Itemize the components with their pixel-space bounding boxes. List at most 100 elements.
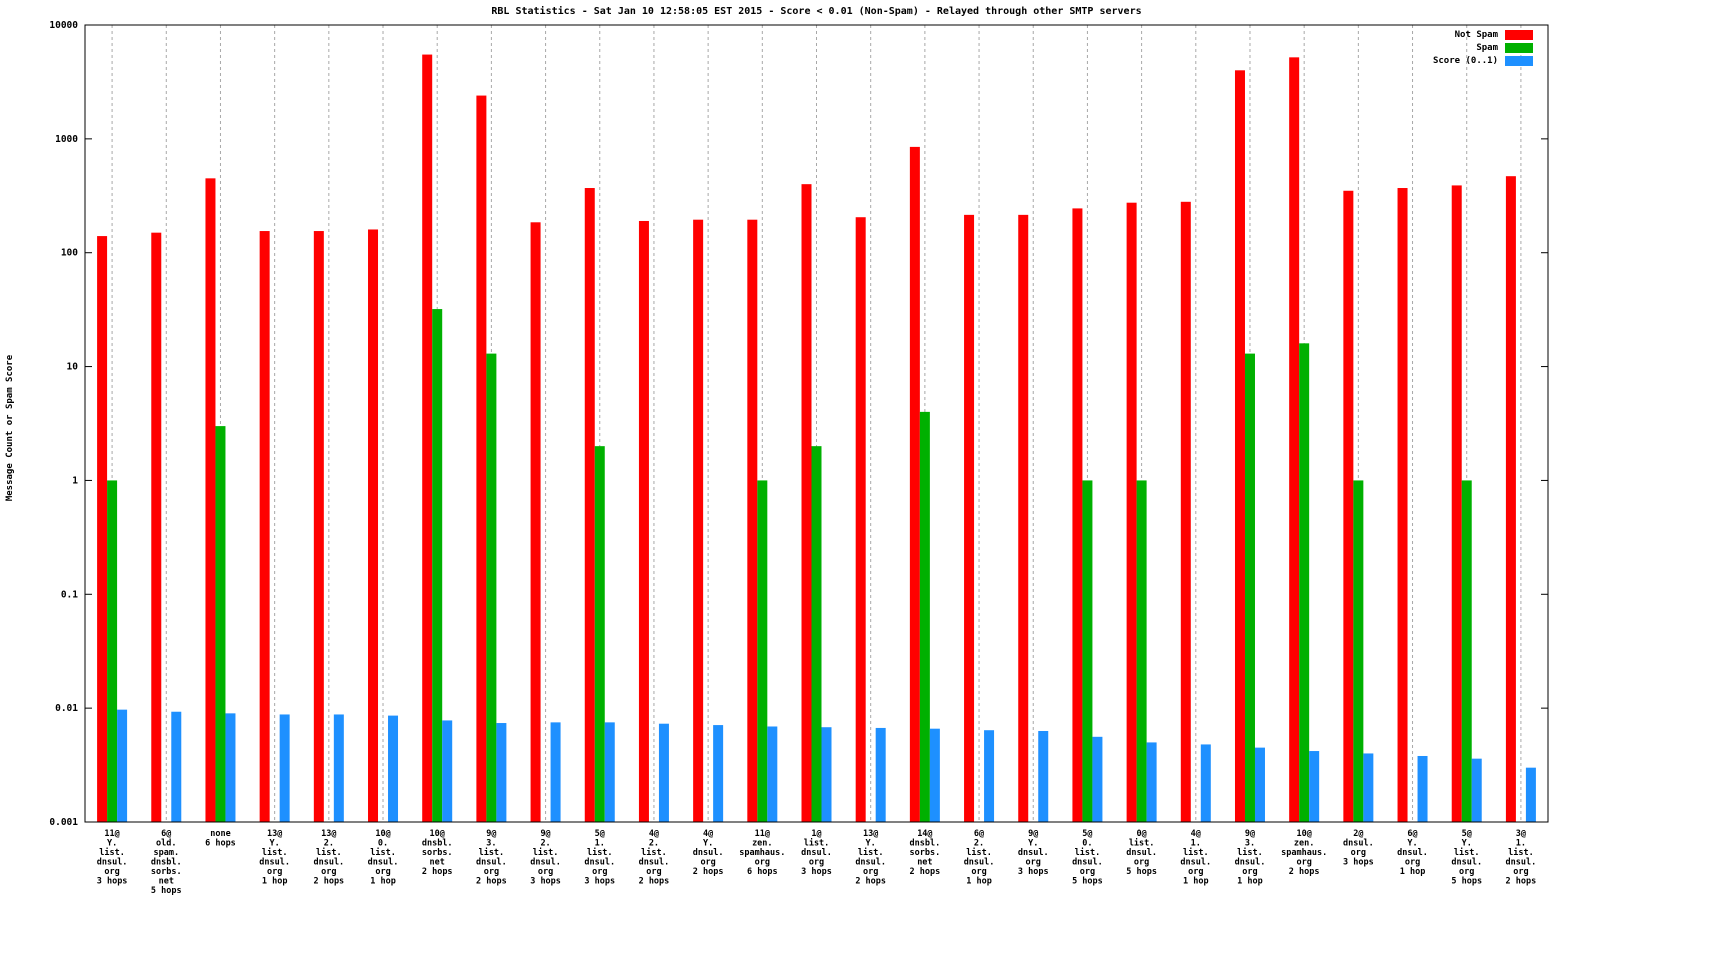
bar-score [550, 722, 561, 822]
bar-spam [215, 426, 226, 822]
bar-spam [1353, 480, 1364, 822]
bar-score [1200, 744, 1211, 822]
bar-not-spam [368, 229, 379, 823]
bar-score [1038, 730, 1049, 822]
bar-not-spam [476, 95, 487, 822]
x-category-label: 9@ 3. list. dnsul. org 1 hop [1235, 829, 1266, 887]
x-category-label: 9@ 3. list. dnsul. org 2 hops [476, 829, 507, 887]
bar-not-spam [313, 231, 324, 823]
bar-score [821, 727, 832, 822]
bar-not-spam [422, 54, 433, 822]
x-category-label: 6@ old. spam. dnsbl. sorbs. net 5 hops [151, 829, 182, 896]
legend-label: Score (0..1) [1433, 56, 1498, 66]
bar-not-spam [205, 178, 216, 822]
bar-spam [1244, 353, 1255, 822]
x-category-label: 6@ 2. list. dnsul. org 1 hop [964, 829, 995, 887]
bar-score [604, 722, 615, 822]
x-category-label: 10@ dnsbl. sorbs. net 2 hops [422, 829, 453, 877]
bar-score [658, 723, 669, 822]
y-tick-label: 10000 [49, 20, 78, 31]
bar-not-spam [855, 217, 866, 823]
x-category-label: 11@ Y. list. dnsul. org 3 hops [97, 829, 128, 887]
bar-score [442, 720, 453, 822]
bar-not-spam [151, 232, 162, 822]
bar-spam [1299, 343, 1310, 822]
y-axis-label: Message Count or Spam Score [5, 354, 15, 502]
x-category-label: 0@ list. dnsul. org 5 hops [1126, 829, 1157, 877]
bar-score [388, 715, 399, 822]
legend-swatch [1505, 56, 1533, 66]
bar-spam [486, 353, 497, 822]
bar-score [1525, 767, 1536, 822]
bar-not-spam [1343, 190, 1354, 822]
x-category-label: 3@ 1. list. dnsul. org 2 hops [1506, 829, 1537, 887]
y-tick-label: 0.001 [49, 817, 78, 828]
bar-spam [107, 480, 118, 822]
bar-not-spam [747, 219, 758, 822]
bar-spam [594, 446, 605, 822]
bar-score [767, 726, 778, 822]
x-category-label: 9@ 2. list. dnsul. org 3 hops [530, 829, 561, 887]
x-category-label: 13@ Y. list. dnsul. org 1 hop [259, 829, 290, 887]
x-category-label: 14@ dnsbl. sorbs. net 2 hops [910, 829, 941, 877]
legend-swatch [1505, 43, 1533, 53]
legend-label: Not Spam [1455, 30, 1499, 40]
bar-score [279, 714, 290, 822]
bar-spam [757, 480, 768, 822]
x-category-label: 10@ 0. list. dnsul. org 1 hop [368, 829, 399, 887]
x-category-label: 5@ Y. list. dnsul. org 5 hops [1451, 829, 1482, 887]
x-category-label: 6@ Y. dnsul. org 1 hop [1397, 829, 1428, 877]
legend-swatch [1505, 30, 1533, 40]
y-tick-label: 10 [67, 362, 79, 373]
bar-not-spam [693, 219, 704, 822]
bar-spam [1461, 480, 1472, 822]
x-category-label: 1@ list. dnsul. org 3 hops [801, 829, 832, 877]
bar-score [713, 725, 724, 822]
x-category-label: 5@ 1. list. dnsul. org 3 hops [584, 829, 615, 887]
bar-not-spam [530, 222, 541, 823]
bar-spam [432, 309, 443, 822]
bar-not-spam [1126, 202, 1137, 822]
bar-not-spam [1234, 70, 1245, 823]
bar-not-spam [1018, 214, 1029, 823]
y-tick-label: 0.01 [55, 703, 78, 714]
x-category-label: none 6 hops [205, 829, 236, 849]
bar-score [1146, 742, 1157, 822]
bar-not-spam [97, 236, 108, 823]
bar-score [1417, 755, 1428, 822]
x-category-label: 13@ Y. list. dnsul. org 2 hops [855, 829, 886, 887]
y-tick-label: 1000 [55, 134, 78, 145]
bar-not-spam [1180, 201, 1191, 823]
x-category-label: 13@ 2. list. dnsul. org 2 hops [313, 829, 344, 887]
bar-not-spam [964, 214, 975, 823]
bar-not-spam [259, 231, 270, 823]
bar-not-spam [1072, 208, 1083, 822]
bar-score [496, 723, 507, 822]
bar-score [171, 711, 182, 822]
chart-title: RBL Statistics - Sat Jan 10 12:58:05 EST… [491, 6, 1142, 17]
bar-score [1254, 747, 1265, 822]
legend-label: Spam [1476, 43, 1498, 53]
bar-not-spam [801, 184, 812, 822]
bar-spam [811, 446, 822, 822]
bar-score [875, 727, 886, 822]
bar-not-spam [638, 220, 649, 822]
bar-score [929, 728, 940, 822]
x-category-label: 5@ 0. list. dnsul. org 5 hops [1072, 829, 1103, 887]
x-category-label: 9@ Y. dnsul. org 3 hops [1018, 829, 1049, 877]
x-category-label: 4@ 1. list. dnsul. org 1 hop [1180, 829, 1211, 887]
bar-not-spam [1451, 185, 1462, 822]
x-category-label: 10@ zen. spamhaus. org 2 hops [1281, 829, 1327, 877]
bar-not-spam [1505, 176, 1516, 822]
bar-not-spam [909, 146, 920, 822]
plot-border [84, 24, 1549, 823]
x-category-label: 4@ 2. list. dnsul. org 2 hops [639, 829, 670, 887]
bar-spam [1136, 480, 1147, 822]
bar-score [984, 730, 995, 822]
bar-not-spam [1397, 188, 1408, 823]
bar-spam [919, 411, 930, 822]
x-category-label: 4@ Y. dnsul. org 2 hops [693, 829, 724, 877]
bar-score [1363, 753, 1374, 822]
bar-score [333, 714, 344, 822]
